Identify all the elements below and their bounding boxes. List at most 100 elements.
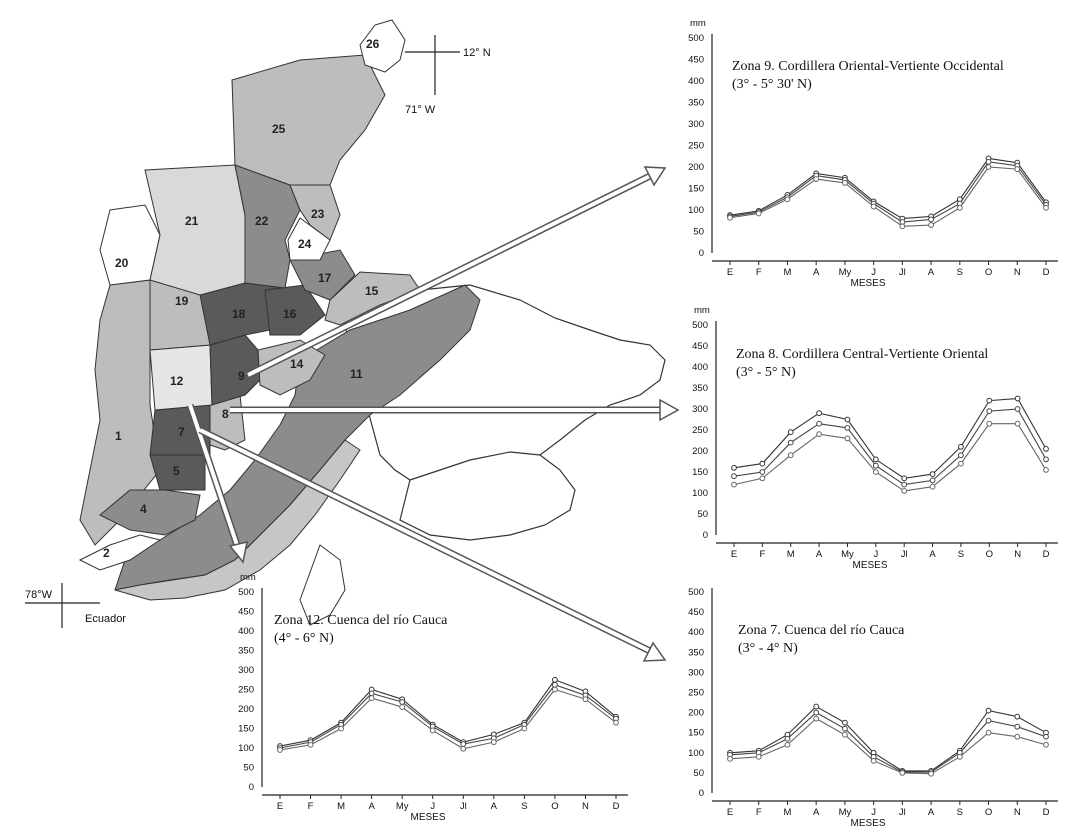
- y-tick-label: 100: [688, 748, 704, 759]
- map-zone-2: [78, 534, 162, 571]
- y-tick-label: 300: [692, 404, 708, 415]
- data-point: [929, 483, 936, 490]
- data-point: [870, 203, 877, 210]
- y-tick-label: 450: [688, 607, 704, 618]
- data-point: [985, 717, 992, 724]
- x-tick-label: S: [957, 807, 963, 818]
- data-point: [872, 462, 879, 469]
- data-point: [784, 735, 791, 742]
- x-tick-label: A: [368, 801, 375, 812]
- data-point: [1014, 723, 1021, 730]
- y-unit-label: mm: [690, 18, 706, 29]
- y-unit-label: mm: [240, 572, 256, 583]
- x-tick-label: O: [986, 549, 993, 560]
- x-tick-label: My: [841, 549, 854, 560]
- x-axis-title: MESES: [852, 560, 887, 571]
- y-tick-label: 50: [243, 763, 254, 774]
- data-point: [787, 439, 794, 446]
- data-point: [899, 223, 906, 230]
- y-tick-label: 100: [692, 488, 708, 499]
- chart-title: Zona 12. Cuenca del río Cauca: [274, 613, 448, 628]
- data-point: [521, 725, 528, 732]
- zone-label: 19: [175, 294, 189, 308]
- data-point: [1014, 406, 1021, 412]
- x-tick-label: J: [873, 549, 878, 560]
- data-point: [985, 164, 992, 170]
- data-point: [368, 690, 375, 697]
- data-point: [901, 481, 908, 488]
- y-tick-label: 500: [692, 320, 708, 331]
- y-tick-label: 300: [238, 665, 254, 676]
- x-tick-label: E: [731, 549, 737, 560]
- series-line: [733, 423, 1047, 492]
- data-point: [870, 757, 877, 764]
- data-point: [985, 707, 992, 714]
- data-point: [986, 397, 993, 404]
- zone-label: 1: [115, 429, 122, 443]
- data-point: [928, 216, 934, 223]
- data-point: [872, 456, 879, 463]
- y-tick-label: 200: [688, 162, 704, 173]
- data-point: [731, 481, 737, 488]
- zone-label: 20: [115, 256, 129, 270]
- data-point: [842, 180, 848, 186]
- data-point: [727, 755, 733, 762]
- chart-subtitle: (3° - 4° N): [738, 641, 798, 656]
- zone-label: 22: [255, 214, 269, 228]
- chart-zona-7: 0 50 100 150 200 250 300 350 400 450 500 E F M A My J Jl A…: [688, 587, 1058, 829]
- y-tick-label: 0: [249, 782, 254, 793]
- y-tick-label: 250: [238, 685, 254, 696]
- zone-label: 2: [103, 546, 110, 560]
- data-point: [368, 695, 375, 701]
- data-point: [928, 770, 934, 777]
- map-zone-25: [231, 54, 386, 186]
- x-tick-label: A: [813, 807, 820, 818]
- x-tick-label: S: [958, 549, 964, 560]
- zone-label: 14: [290, 357, 304, 371]
- arrow-zone-8: [230, 398, 680, 422]
- data-point: [490, 739, 497, 746]
- data-point: [958, 460, 964, 467]
- zone-label: 21: [185, 214, 199, 228]
- data-point: [307, 741, 314, 748]
- data-point: [277, 747, 283, 753]
- data-point: [731, 464, 737, 471]
- data-point: [1043, 446, 1049, 452]
- data-point: [842, 719, 848, 726]
- x-axis-title: MESES: [850, 278, 885, 289]
- data-point: [1043, 741, 1049, 748]
- data-point: [813, 176, 820, 182]
- x-tick-label: D: [613, 801, 620, 812]
- y-tick-label: 200: [692, 446, 708, 457]
- data-point: [813, 715, 820, 722]
- zone-label: 9: [238, 369, 245, 383]
- chart-title: Zona 8. Cordillera Central-Vertiente Ori…: [736, 347, 988, 362]
- data-point: [901, 488, 908, 494]
- map-zone-26: [359, 19, 406, 73]
- data-point: [731, 473, 737, 480]
- y-tick-label: 500: [688, 587, 704, 598]
- x-tick-label: Jl: [899, 807, 906, 818]
- data-point: [399, 699, 406, 705]
- data-point: [1014, 395, 1021, 402]
- data-point: [842, 731, 848, 738]
- x-tick-label: N: [1014, 807, 1021, 818]
- data-point: [784, 741, 791, 748]
- x-tick-label: D: [1043, 807, 1050, 818]
- y-tick-label: 450: [238, 607, 254, 618]
- y-tick-label: 250: [688, 141, 704, 152]
- data-point: [956, 753, 963, 760]
- x-tick-label: N: [1014, 549, 1021, 560]
- x-tick-label: My: [839, 807, 852, 818]
- x-tick-label: A: [928, 807, 935, 818]
- chart-title: Zona 9. Cordillera Oriental-Vertiente Oc…: [732, 59, 1004, 74]
- arrow-zone-9: [246, 166, 667, 379]
- x-tick-label: E: [277, 801, 283, 812]
- y-tick-label: 350: [688, 98, 704, 109]
- map-zone-south-band: [114, 439, 361, 601]
- zone-label: 15: [365, 284, 379, 298]
- series-line: [729, 705, 1047, 772]
- y-tick-label: 400: [692, 362, 708, 373]
- y-tick-label: 450: [688, 55, 704, 66]
